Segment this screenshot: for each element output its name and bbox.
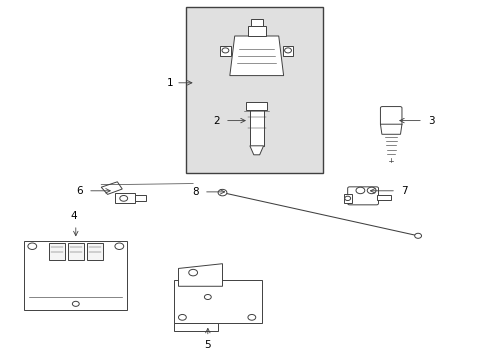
- Bar: [220, 46, 230, 56]
- Bar: [376, 195, 390, 200]
- Text: 1: 1: [166, 78, 173, 88]
- Text: 5: 5: [204, 340, 211, 350]
- Text: 6: 6: [76, 186, 83, 196]
- Text: 4: 4: [70, 211, 77, 221]
- Polygon shape: [229, 36, 283, 76]
- Bar: [173, 280, 261, 323]
- FancyBboxPatch shape: [380, 107, 401, 126]
- Circle shape: [115, 243, 123, 249]
- Polygon shape: [380, 124, 401, 134]
- Text: 2: 2: [213, 116, 220, 126]
- Text: 8: 8: [192, 187, 199, 197]
- Bar: [282, 46, 293, 56]
- Circle shape: [28, 243, 37, 249]
- Circle shape: [344, 196, 350, 201]
- Circle shape: [414, 233, 421, 238]
- Circle shape: [222, 48, 228, 53]
- Text: 7: 7: [400, 186, 407, 196]
- FancyBboxPatch shape: [347, 187, 378, 205]
- Polygon shape: [178, 264, 222, 286]
- Bar: [24, 241, 127, 310]
- Bar: [49, 243, 64, 260]
- Bar: [135, 195, 146, 201]
- Bar: [87, 243, 102, 260]
- Circle shape: [204, 294, 211, 300]
- Circle shape: [120, 195, 127, 201]
- Circle shape: [366, 187, 375, 194]
- Circle shape: [218, 189, 226, 196]
- Circle shape: [188, 269, 197, 276]
- Bar: [249, 110, 263, 146]
- Bar: [250, 19, 262, 26]
- Circle shape: [355, 187, 364, 194]
- Bar: [245, 102, 267, 110]
- Bar: [247, 26, 265, 36]
- Circle shape: [178, 315, 186, 320]
- Bar: [173, 323, 217, 331]
- Circle shape: [284, 48, 291, 53]
- Polygon shape: [101, 182, 122, 194]
- Bar: [343, 194, 351, 203]
- Circle shape: [247, 315, 255, 320]
- Bar: [115, 193, 135, 203]
- Bar: [67, 243, 84, 260]
- Polygon shape: [249, 146, 263, 155]
- Bar: [185, 7, 322, 173]
- Text: 3: 3: [427, 116, 434, 126]
- Circle shape: [72, 301, 79, 306]
